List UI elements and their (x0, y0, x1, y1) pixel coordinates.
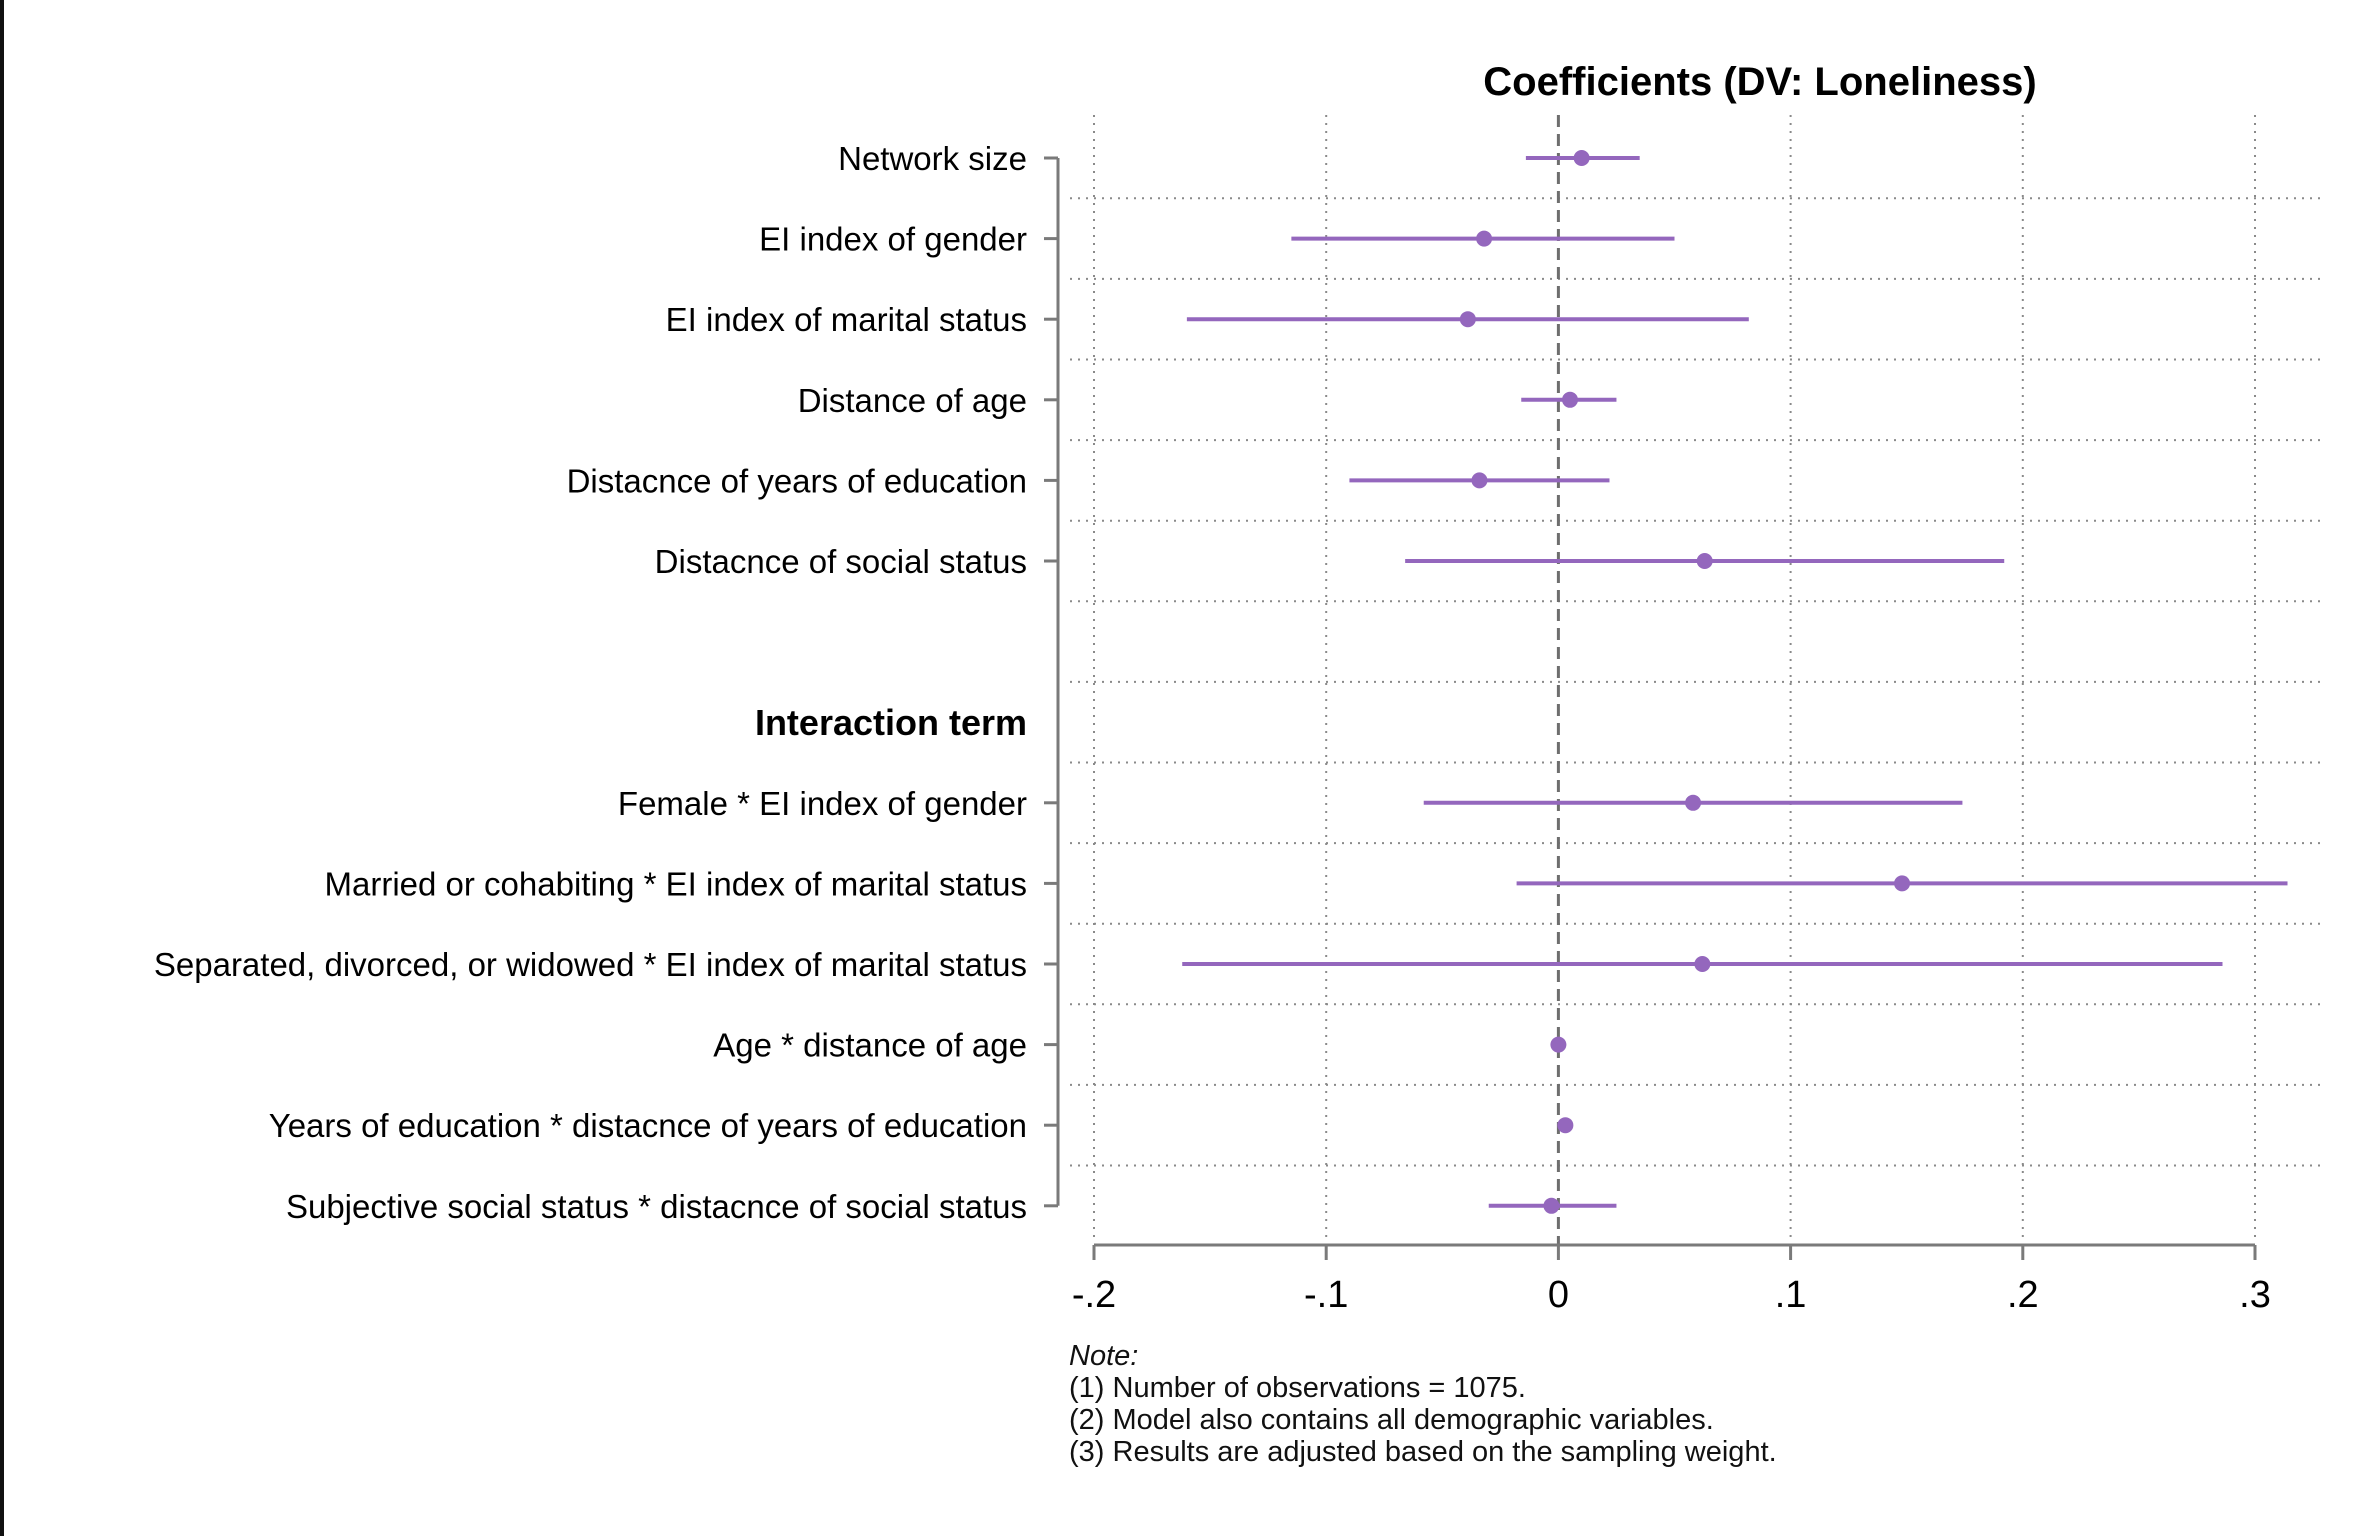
coefficient-point (1543, 1197, 1560, 1214)
chart-title: Coefficients (DV: Loneliness) (1483, 60, 2036, 104)
row-label: Network size (838, 140, 1027, 177)
coefficient-point (1471, 472, 1488, 489)
coefficient-point (1685, 794, 1702, 811)
grid-lines (1070, 115, 2320, 1240)
x-tick-label: -.2 (1072, 1274, 1116, 1316)
x-tick-label: .1 (1775, 1274, 1807, 1316)
image-left-border (0, 0, 4, 1536)
row-label: Separated, divorced, or widowed * EI ind… (154, 946, 1027, 983)
x-tick-label: -.1 (1304, 1274, 1348, 1316)
coefficient-point (1696, 553, 1713, 569)
coefficient-point (1550, 1036, 1567, 1053)
coefficient-point (1573, 150, 1590, 166)
row-label: Distacnce of social status (655, 543, 1027, 580)
row-label: Distacnce of years of education (567, 462, 1027, 499)
x-tick-label: .3 (2239, 1274, 2271, 1316)
note-line: (2) Model also contains all demographic … (1069, 1404, 1714, 1436)
coefficient-point (1476, 230, 1493, 247)
coefficient-point (1562, 391, 1579, 408)
note-block: Note: (1) Number of observations = 1075.… (1069, 1340, 1777, 1468)
row-label: Years of education * distacnce of years … (269, 1107, 1027, 1144)
note-line: (1) Number of observations = 1075. (1069, 1372, 1526, 1404)
row-label: Female * EI index of gender (618, 785, 1027, 822)
coefficient-point (1894, 875, 1911, 892)
row-label: Age * distance of age (713, 1027, 1027, 1064)
row-label: EI index of marital status (666, 301, 1027, 338)
group-header-label: Interaction term (755, 702, 1027, 743)
coefficient-point (1459, 311, 1476, 328)
coefficient-point (1557, 1117, 1574, 1134)
row-label: Subjective social status * distacnce of … (286, 1188, 1027, 1225)
x-tick-label: 0 (1548, 1274, 1569, 1316)
x-tick-label: .2 (2007, 1274, 2039, 1316)
coefficient-point (1694, 956, 1711, 972)
row-label: Married or cohabiting * EI index of mari… (325, 865, 1028, 902)
note-line: (3) Results are adjusted based on the sa… (1069, 1436, 1777, 1468)
axes: -.2 -.1 0 .1 .2 .3 (1044, 156, 2271, 1316)
row-labels: Network size EI index of gender EI index o… (154, 140, 1027, 1225)
row-label: EI index of gender (759, 221, 1027, 258)
row-label: Distance of age (798, 382, 1027, 419)
note-title: Note: (1069, 1340, 1139, 1372)
coefficient-marks (1182, 150, 2288, 1214)
